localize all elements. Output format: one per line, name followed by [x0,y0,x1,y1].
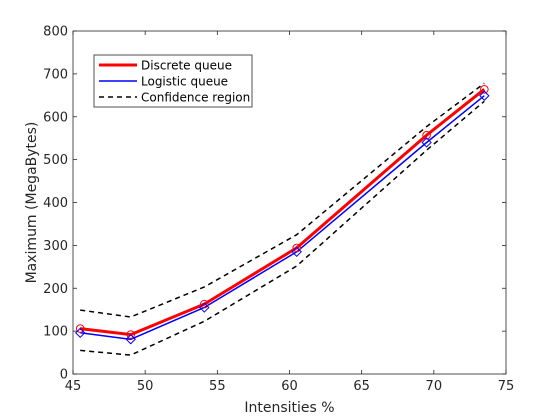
legend-label-confidence: Confidence region [141,91,250,105]
confidence-lower-line [80,100,485,356]
x-axis-label: Intensities % [244,400,334,416]
logistic-queue-point [199,302,210,313]
legend: Discrete queue Logistic queue Confidence… [93,54,253,108]
logistic-queue-point [421,137,432,148]
legend-label-discrete: Discrete queue [141,59,232,73]
y-tick-label: 600 [43,110,68,125]
x-tick-label: 55 [209,379,226,394]
discrete-queue-point [422,130,431,140]
x-tick-label: 60 [281,379,298,394]
x-tick-label: 70 [426,379,443,394]
x-tick-label: 75 [498,379,515,394]
x-tick-label: 50 [137,379,154,394]
logistic-queue-point [125,334,136,345]
legend-label-logistic: Logistic queue [141,75,228,89]
discrete-queue-point [480,85,489,94]
y-tick-label: 0 [60,368,68,383]
logistic-queue-point [479,90,490,101]
discrete-queue-point [292,243,302,253]
y-tick-label: 300 [43,239,68,254]
y-tick-label: 700 [43,67,68,82]
confidence-upper-line [80,82,485,318]
x-tick-label: 65 [353,379,370,394]
logistic-queue-line [80,95,485,341]
discrete-queue-point [75,324,85,333]
y-tick-label: 800 [43,25,68,40]
y-tick-label: 500 [43,153,68,168]
discrete-queue-point [200,299,209,309]
y-tick-label: 400 [43,196,68,211]
y-axis-label: Maximum (MegaBytes) [24,122,40,284]
logistic-queue-point [291,246,302,258]
x-tick-label: 45 [65,379,82,394]
y-tick-label: 200 [43,282,68,297]
discrete-queue-point [126,330,136,339]
y-tick-label: 100 [43,325,68,340]
discrete-queue-line [80,88,486,337]
logistic-queue-point [75,327,86,339]
